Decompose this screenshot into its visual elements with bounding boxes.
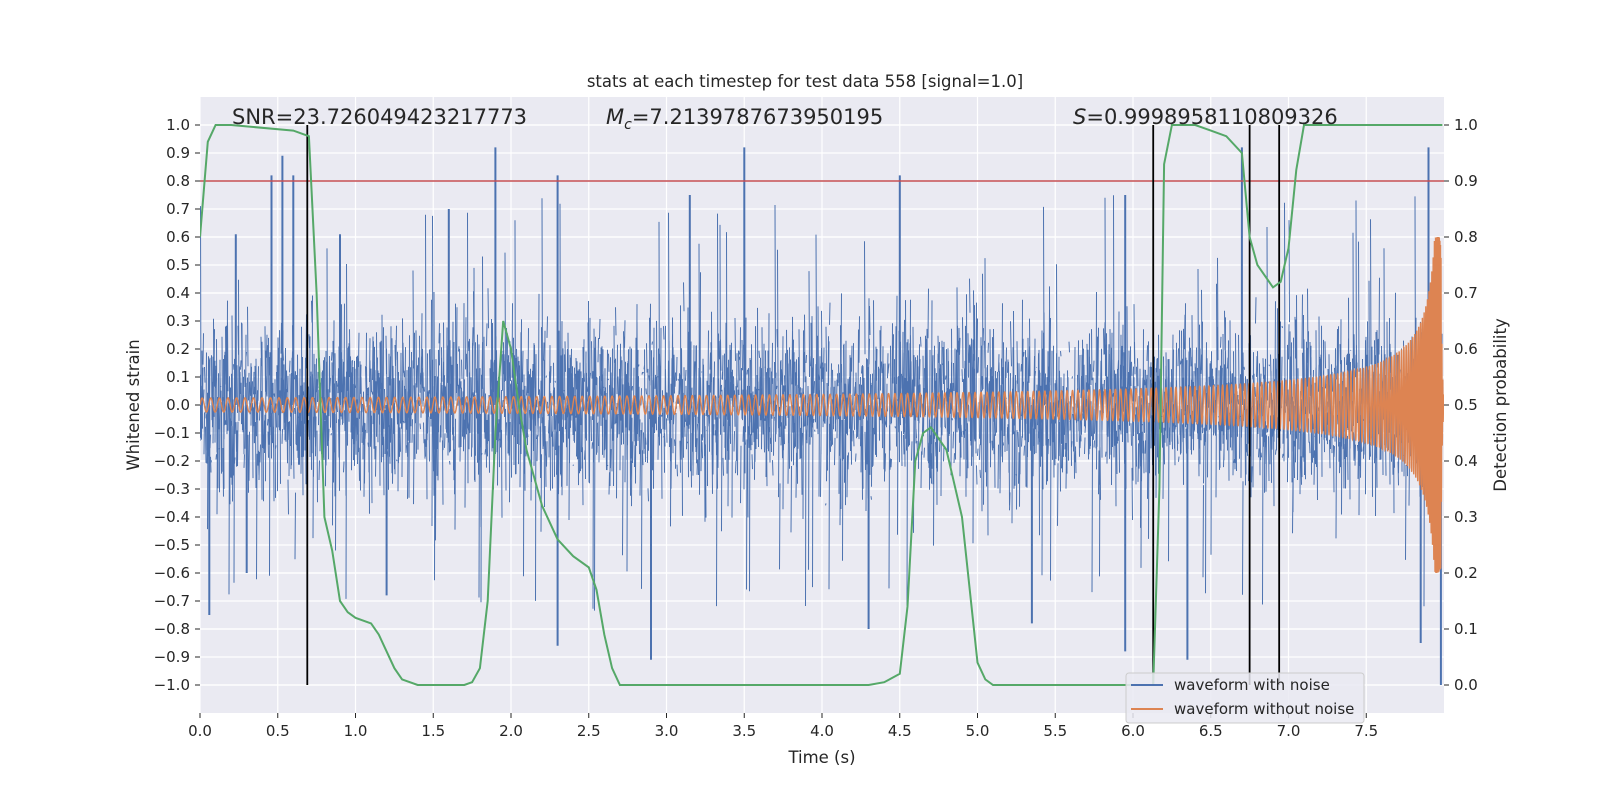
y-right-tick-label: 0.8: [1454, 228, 1478, 246]
y-tick-label: −0.4: [154, 508, 190, 526]
y-right-axis-ticks: 1.0 0.9 0.8 0.7 0.6 0.5 0.4 0.3 0.2 0.1 0.0: [1444, 116, 1478, 694]
y-tick-label: 0.1: [166, 368, 190, 386]
x-tick-label: 2.0: [499, 722, 523, 740]
x-tick-label: 5.0: [966, 722, 990, 740]
y-right-tick-label: 0.2: [1454, 564, 1478, 582]
y-tick-label: 0.6: [166, 228, 190, 246]
y-tick-label: −0.6: [154, 564, 190, 582]
x-tick-label: 1.0: [344, 722, 368, 740]
series-line-waveform-without-noise: [200, 236, 1444, 574]
y-tick-label: 0.5: [166, 256, 190, 274]
y-tick-label: 0.3: [166, 312, 190, 330]
x-tick-label: 2.5: [577, 722, 601, 740]
y-tick-label: 1.0: [166, 116, 190, 134]
x-axis-ticks: 0.0 0.5 1.0 1.5 2.0 2.5 3.0 3.5 4.0 4.5 5.0 5.5 6.0 6…: [188, 713, 1378, 740]
y-tick-label: −0.9: [154, 648, 190, 666]
y-tick-label: −0.3: [154, 480, 190, 498]
x-tick-label: 6.5: [1199, 722, 1223, 740]
x-tick-label: 1.5: [421, 722, 445, 740]
x-tick-label: 0.5: [266, 722, 290, 740]
y-right-axis-label: Detection probability: [1491, 318, 1510, 492]
chirp-mass-symbol: M: [606, 105, 624, 129]
y-right-tick-label: 0.5: [1454, 396, 1478, 414]
y-tick-label: 0.4: [166, 284, 190, 302]
y-tick-label: 0.7: [166, 200, 190, 218]
chirp-mass-value: =7.2139787673950195: [632, 105, 883, 129]
x-tick-label: 3.5: [732, 722, 756, 740]
y-tick-label: −0.7: [154, 592, 190, 610]
chart-title: stats at each timestep for test data 558…: [587, 72, 1023, 91]
y-tick-label: −0.8: [154, 620, 190, 638]
y-axis-label: Whitened strain: [124, 339, 143, 470]
x-tick-label: 6.0: [1121, 722, 1145, 740]
chirp-mass-annotation: Mc=7.2139787673950195: [606, 105, 883, 133]
y-right-tick-label: 1.0: [1454, 116, 1478, 134]
y-right-tick-label: 0.4: [1454, 452, 1478, 470]
y-tick-label: −1.0: [154, 676, 190, 694]
legend-label-waveform-with-noise: waveform with noise: [1174, 676, 1330, 694]
x-tick-label: 4.0: [810, 722, 834, 740]
significance-value: =0.9998958110809326: [1086, 105, 1337, 129]
series-line-detection-probability: [200, 124, 1443, 686]
legend-label-waveform-without-noise: waveform without noise: [1174, 700, 1354, 718]
x-tick-label: 0.0: [188, 722, 212, 740]
x-axis-label: Time (s): [787, 748, 855, 767]
significance-annotation: S=0.9998958110809326: [1073, 105, 1338, 129]
y-right-tick-label: 0.0: [1454, 676, 1478, 694]
chirp-mass-subscript: c: [624, 117, 632, 133]
y-tick-label: 0.8: [166, 172, 190, 190]
y-tick-label: −0.2: [154, 452, 190, 470]
x-tick-label: 7.0: [1277, 722, 1301, 740]
y-tick-label: −0.5: [154, 536, 190, 554]
detection-markers: [306, 125, 1281, 685]
legend-box: [1125, 672, 1365, 724]
series-spikes-waveform-with-noise: [208, 147, 1442, 685]
x-tick-label: 7.5: [1354, 722, 1378, 740]
y-right-tick-label: 0.1: [1454, 620, 1478, 638]
y-tick-label: 0.0: [166, 396, 190, 414]
x-tick-label: 5.5: [1043, 722, 1067, 740]
y-tick-label: 0.2: [166, 340, 190, 358]
y-tick-label: 0.9: [166, 144, 190, 162]
legend: waveform with noise waveform without noi…: [1125, 672, 1365, 724]
significance-symbol: S: [1073, 105, 1086, 129]
y-tick-label: −0.1: [154, 424, 190, 442]
x-tick-label: 4.5: [888, 722, 912, 740]
y-right-tick-label: 0.7: [1454, 284, 1478, 302]
series-line-waveform-with-noise: [200, 195, 1443, 611]
snr-annotation: SNR=23.726049423217773: [232, 105, 527, 129]
x-tick-label: 3.0: [655, 722, 679, 740]
y-axis-ticks: 1.0 0.9 0.8 0.7 0.6 0.5 0.4 0.3 0.2 0.1 0.0 −0.1 −0.…: [154, 116, 200, 694]
y-right-tick-label: 0.9: [1454, 172, 1478, 190]
y-right-tick-label: 0.6: [1454, 340, 1478, 358]
y-right-tick-label: 0.3: [1454, 508, 1478, 526]
